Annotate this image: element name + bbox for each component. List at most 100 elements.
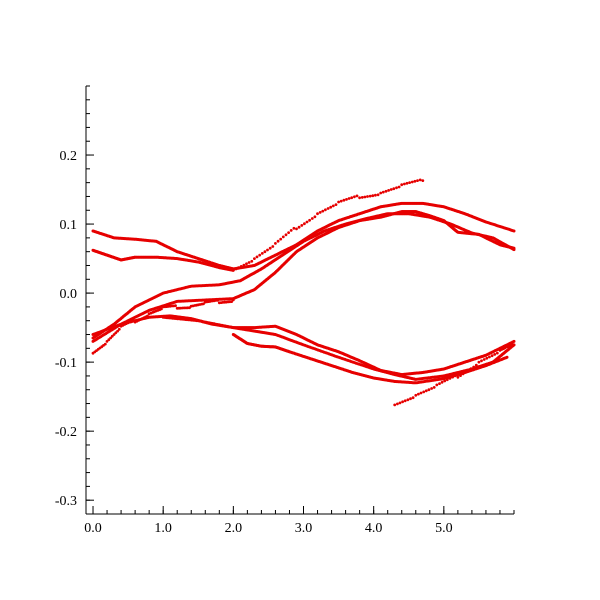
data-point — [353, 195, 356, 199]
data-point — [216, 298, 220, 302]
data-point — [112, 333, 116, 336]
data-point — [268, 246, 272, 250]
data-point — [234, 267, 238, 271]
data-point — [146, 314, 149, 318]
data-point — [485, 356, 489, 360]
series-9 — [91, 298, 235, 355]
data-point — [231, 268, 235, 272]
data-point — [395, 186, 398, 190]
data-point — [245, 262, 248, 266]
series-6 — [231, 333, 509, 385]
data-point — [440, 380, 444, 384]
data-point — [451, 375, 454, 379]
data-point — [289, 229, 293, 232]
data-point — [337, 200, 340, 204]
x-tick-label: 5.0 — [435, 521, 453, 536]
data-point — [292, 226, 296, 230]
data-point — [417, 392, 420, 396]
data-point — [297, 225, 301, 229]
data-point — [281, 235, 285, 239]
data-point — [396, 402, 399, 406]
data-point — [347, 197, 351, 200]
data-point — [459, 374, 462, 377]
y-tick-label: -0.2 — [55, 425, 77, 440]
data-point — [376, 193, 380, 197]
data-point — [358, 196, 361, 200]
data-point — [242, 263, 246, 267]
x-tick-label: 4.0 — [365, 521, 383, 536]
data-point — [310, 217, 314, 220]
data-point — [371, 194, 375, 198]
data-point — [334, 203, 338, 207]
data-point — [422, 390, 426, 394]
data-point — [448, 377, 452, 380]
data-point — [363, 195, 367, 199]
data-point — [467, 369, 470, 372]
data-point — [469, 367, 473, 371]
data-point — [393, 403, 397, 407]
data-point — [374, 193, 377, 197]
data-point — [117, 327, 121, 331]
data-point — [430, 387, 433, 390]
data-point — [495, 351, 499, 355]
data-point — [103, 342, 107, 346]
data-point — [342, 198, 346, 202]
data-point — [295, 227, 298, 231]
data-point — [331, 204, 335, 208]
data-point — [110, 334, 114, 338]
data-point — [472, 365, 476, 369]
data-point — [493, 353, 497, 356]
y-tick-label: -0.1 — [55, 356, 77, 371]
data-point — [202, 302, 205, 306]
data-point — [318, 211, 322, 214]
data-point — [421, 179, 425, 183]
data-point — [339, 199, 343, 203]
data-point — [239, 265, 243, 268]
data-point — [403, 399, 407, 403]
data-point — [308, 218, 311, 222]
data-point — [305, 220, 309, 224]
data-point — [427, 388, 431, 392]
axes: 0.2 0.1 0.0 -0.1 -0.2 -0.3 0.0 1.0 2.0 3.0 4.0 5.0 — [55, 85, 515, 536]
data-point — [279, 237, 283, 241]
data-point — [258, 253, 262, 257]
data-point — [408, 181, 411, 185]
data-point — [405, 181, 409, 185]
data-point — [443, 379, 447, 383]
data-point — [410, 180, 414, 184]
y-tick-label: 0.1 — [60, 218, 78, 233]
data-point — [360, 196, 364, 199]
data-point — [477, 360, 481, 364]
data-point — [247, 261, 251, 264]
data-point — [401, 400, 404, 404]
data-point — [300, 224, 304, 227]
data-point — [418, 178, 422, 182]
data-point — [453, 374, 457, 378]
data-point — [512, 229, 516, 233]
data-point — [411, 396, 415, 400]
data-point — [474, 363, 478, 367]
data-point — [398, 401, 402, 405]
data-point — [400, 183, 404, 187]
data-point — [255, 255, 259, 259]
data-point — [419, 391, 423, 395]
x-tick-label: 2.0 — [225, 521, 243, 536]
data-point — [432, 386, 436, 389]
data-point — [116, 329, 119, 333]
data-point — [368, 194, 372, 198]
data-point — [350, 196, 354, 200]
data-point — [105, 340, 109, 343]
data-point — [109, 336, 112, 340]
data-point — [464, 370, 468, 374]
data-point — [271, 245, 275, 248]
data-point — [392, 187, 396, 191]
data-point — [114, 331, 118, 335]
y-tick-label: -0.3 — [55, 494, 77, 509]
data-point — [266, 248, 269, 252]
data-point — [413, 179, 417, 183]
data-point — [414, 393, 418, 397]
data-point — [263, 250, 267, 254]
data-point — [250, 259, 254, 263]
data-point — [345, 198, 348, 201]
